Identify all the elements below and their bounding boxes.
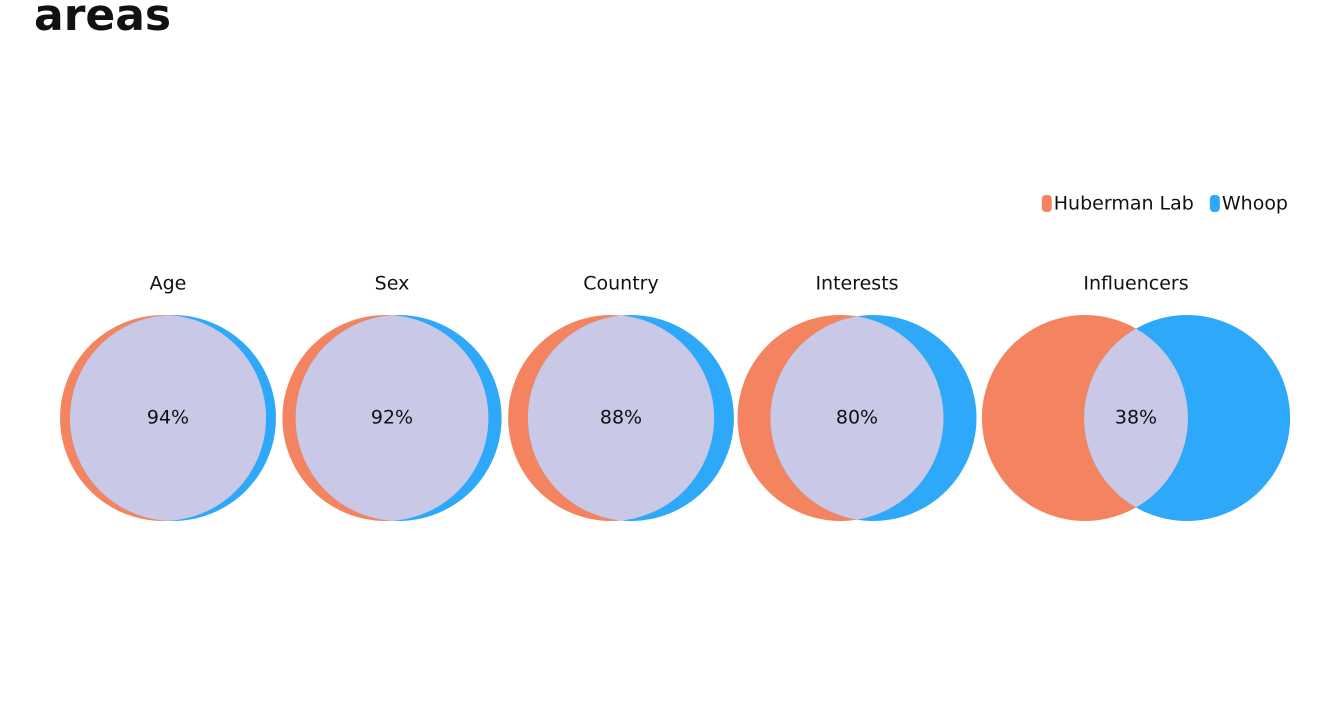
overlap bbox=[770, 315, 944, 521]
value-label: 94% bbox=[147, 407, 189, 429]
value-label: 88% bbox=[600, 407, 642, 429]
category-label: Age bbox=[150, 273, 187, 295]
category-label: Sex bbox=[375, 273, 410, 295]
value-label: 92% bbox=[371, 407, 413, 429]
legend-swatch bbox=[1041, 195, 1052, 212]
value-label: 38% bbox=[1115, 407, 1157, 429]
legend-label: Huberman Lab bbox=[1054, 193, 1194, 215]
legend-swatch bbox=[1209, 195, 1220, 212]
legend-label: Whoop bbox=[1222, 193, 1288, 215]
overlap bbox=[527, 315, 715, 521]
overlap bbox=[1084, 315, 1188, 521]
overlap bbox=[69, 315, 267, 521]
value-label: 80% bbox=[836, 407, 878, 429]
overlap bbox=[295, 315, 489, 521]
chart-title: areas bbox=[34, 0, 171, 41]
category-label: Influencers bbox=[1083, 273, 1188, 295]
category-label: Country bbox=[583, 273, 658, 295]
category-label: Interests bbox=[815, 273, 898, 295]
